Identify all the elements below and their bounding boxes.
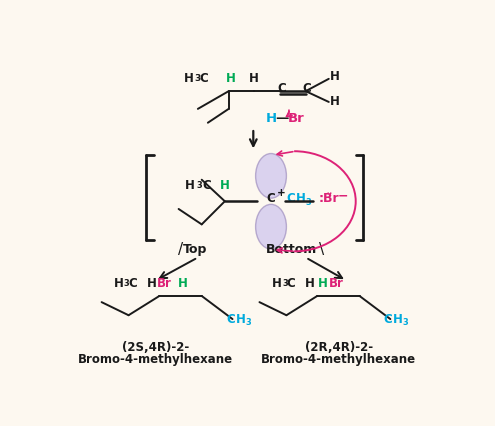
Text: Bottom: Bottom — [265, 243, 317, 256]
Text: H: H — [114, 277, 123, 290]
Text: Br: Br — [287, 112, 304, 125]
Text: C: C — [267, 193, 275, 205]
Text: H: H — [184, 72, 194, 85]
Text: 3: 3 — [305, 198, 311, 207]
Text: Bromo-4-methylhexane: Bromo-4-methylhexane — [78, 353, 233, 366]
Text: H: H — [178, 277, 188, 290]
Text: H: H — [272, 277, 282, 290]
Text: 3: 3 — [402, 318, 408, 327]
Text: 3: 3 — [195, 75, 201, 83]
Text: C: C — [384, 313, 393, 325]
Text: Br: Br — [156, 277, 171, 290]
Text: 3: 3 — [282, 279, 288, 288]
Text: C: C — [277, 82, 286, 95]
Text: 3: 3 — [123, 279, 129, 288]
Text: C: C — [128, 277, 137, 290]
Text: 3: 3 — [197, 181, 202, 190]
Text: H: H — [330, 95, 340, 108]
Text: H: H — [304, 277, 314, 290]
Text: H: H — [318, 277, 328, 290]
Text: Bromo-4-methylhexane: Bromo-4-methylhexane — [261, 353, 416, 366]
Text: C: C — [287, 193, 296, 205]
Text: Top: Top — [183, 243, 208, 256]
FancyArrowPatch shape — [287, 110, 292, 116]
FancyArrowPatch shape — [277, 248, 293, 253]
Text: H: H — [330, 70, 340, 83]
Ellipse shape — [255, 153, 287, 198]
FancyArrowPatch shape — [277, 151, 293, 156]
Text: H: H — [236, 313, 246, 325]
Text: —: — — [275, 112, 289, 125]
Text: C: C — [202, 179, 211, 193]
Text: H: H — [220, 179, 230, 193]
Text: H: H — [249, 72, 259, 85]
Ellipse shape — [255, 204, 287, 249]
Text: H: H — [185, 179, 195, 193]
Text: /: / — [178, 242, 184, 257]
Text: Br: Br — [329, 277, 344, 290]
Text: :B̈r: :B̈r — [318, 193, 339, 205]
Text: \: \ — [319, 242, 324, 257]
Text: H: H — [147, 277, 156, 290]
Text: (2S,4R)-2-: (2S,4R)-2- — [122, 341, 189, 354]
Text: 3: 3 — [245, 318, 251, 327]
Text: C: C — [227, 313, 235, 325]
Text: C: C — [287, 277, 296, 290]
Text: C: C — [199, 72, 208, 85]
Text: +: + — [277, 188, 286, 198]
Text: H: H — [296, 193, 306, 205]
Text: H: H — [393, 313, 403, 325]
Text: −: − — [338, 190, 348, 202]
Text: C: C — [302, 82, 311, 95]
Text: (2R,4R)-2-: (2R,4R)-2- — [305, 341, 373, 354]
Text: H: H — [226, 72, 236, 85]
Text: H: H — [265, 112, 277, 125]
